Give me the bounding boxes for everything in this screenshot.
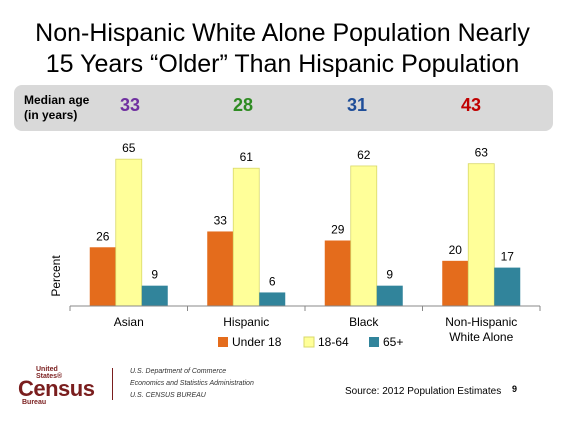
median-age-label: Median age (in years) <box>24 93 89 123</box>
data-label: 9 <box>386 268 393 282</box>
median-age-label-line-2: (in years) <box>24 108 78 122</box>
legend-label: 65+ <box>383 335 403 349</box>
logo-divider <box>112 368 113 400</box>
logo-top-text: United States® <box>36 366 63 380</box>
bar-65--2 <box>376 285 403 306</box>
legend-swatch <box>303 336 315 348</box>
median-age-hispanic: 28 <box>232 95 254 115</box>
bars-layer <box>89 158 521 307</box>
bar-under-18-1 <box>207 231 234 306</box>
data-label: 20 <box>449 243 463 257</box>
category-label: White Alone <box>449 330 513 344</box>
median-age-asian: 33 <box>119 95 141 115</box>
page-number: 9 <box>512 384 518 394</box>
page-title: Non-Hispanic White Alone Population Near… <box>0 18 565 80</box>
data-label: 26 <box>96 229 110 243</box>
category-label: Hispanic <box>223 315 269 329</box>
data-label: 63 <box>475 146 489 160</box>
bar-18-64-0 <box>115 158 143 307</box>
bar-18-64-1 <box>232 167 260 307</box>
logo-main-text: Census <box>18 376 95 401</box>
data-label: 9 <box>151 268 158 282</box>
bar-under-18-3 <box>442 260 469 306</box>
bar-65--3 <box>494 267 521 306</box>
agency-line-2: Economics and Statistics Administration <box>130 380 254 387</box>
bar-18-64-2 <box>350 165 378 307</box>
legend-label: Under 18 <box>232 335 282 349</box>
data-label: 61 <box>240 150 254 164</box>
bar-under-18-0 <box>89 247 116 306</box>
title-line-1: Non-Hispanic White Alone Population Near… <box>35 19 530 47</box>
logo-bottom-text: Bureau <box>22 399 47 406</box>
bar-18-64-3 <box>467 163 495 307</box>
data-label: 29 <box>331 222 345 236</box>
category-label: Black <box>349 315 379 329</box>
bar-65--0 <box>141 285 168 306</box>
legend-swatch <box>218 337 228 347</box>
data-label: 6 <box>269 274 276 288</box>
y-axis-label: Percent <box>49 255 63 297</box>
data-label: 65 <box>122 141 136 155</box>
category-label: Non-Hispanic <box>445 315 517 329</box>
source-note: Source: 2012 Population Estimates <box>345 386 502 397</box>
title-line-2: 15 Years “Older” Than Hispanic Populatio… <box>45 50 520 78</box>
median-age-band: Median age (in years) 33 28 31 43 <box>14 85 553 131</box>
bar-65--1 <box>259 292 286 306</box>
agency-line-1: U.S. Department of Commerce <box>130 368 227 375</box>
legend-swatch <box>369 337 379 347</box>
data-label: 62 <box>357 148 371 162</box>
data-label: 33 <box>214 213 228 227</box>
category-label: Asian <box>114 315 144 329</box>
agency-line-3: U.S. CENSUS BUREAU <box>130 392 206 399</box>
legend: Under 18 18-64 65+ <box>218 335 403 349</box>
median-age-white-alone: 43 <box>460 95 482 115</box>
bar-under-18-2 <box>324 240 351 306</box>
legend-label: 18-64 <box>318 335 349 349</box>
median-age-label-line-1: Median age <box>24 93 90 107</box>
median-age-black: 31 <box>346 95 368 115</box>
data-label: 17 <box>501 250 515 264</box>
